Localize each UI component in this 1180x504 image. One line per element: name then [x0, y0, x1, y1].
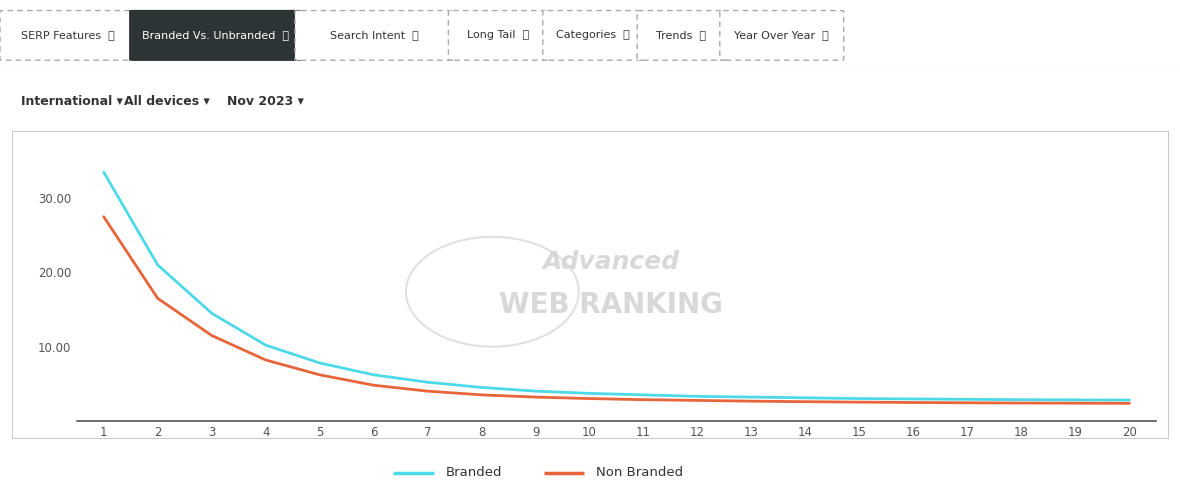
Text: All devices ▾: All devices ▾ [124, 95, 210, 108]
Text: Advanced: Advanced [543, 249, 680, 274]
Text: Non Branded: Non Branded [596, 466, 683, 479]
Text: Search Intent  ⓘ: Search Intent ⓘ [330, 30, 419, 40]
Text: Trends  ⓘ: Trends ⓘ [656, 30, 707, 40]
Text: Long Tail  ⓘ: Long Tail ⓘ [467, 30, 530, 40]
Text: Branded: Branded [446, 466, 502, 479]
FancyBboxPatch shape [637, 11, 726, 60]
Text: Branded Vs. Unbranded  ⓘ: Branded Vs. Unbranded ⓘ [142, 30, 289, 40]
Text: WEB RANKING: WEB RANKING [499, 291, 723, 320]
FancyBboxPatch shape [0, 11, 136, 60]
FancyBboxPatch shape [543, 11, 643, 60]
FancyBboxPatch shape [448, 11, 549, 60]
Text: Nov 2023 ▾: Nov 2023 ▾ [227, 95, 303, 108]
Text: International ▾: International ▾ [21, 95, 123, 108]
Text: SERP Features  ⓘ: SERP Features ⓘ [21, 30, 114, 40]
FancyBboxPatch shape [720, 11, 844, 60]
FancyBboxPatch shape [295, 11, 454, 60]
Text: Year Over Year  ⓘ: Year Over Year ⓘ [734, 30, 830, 40]
Text: Categories  ⓘ: Categories ⓘ [556, 30, 630, 40]
FancyBboxPatch shape [130, 11, 301, 60]
